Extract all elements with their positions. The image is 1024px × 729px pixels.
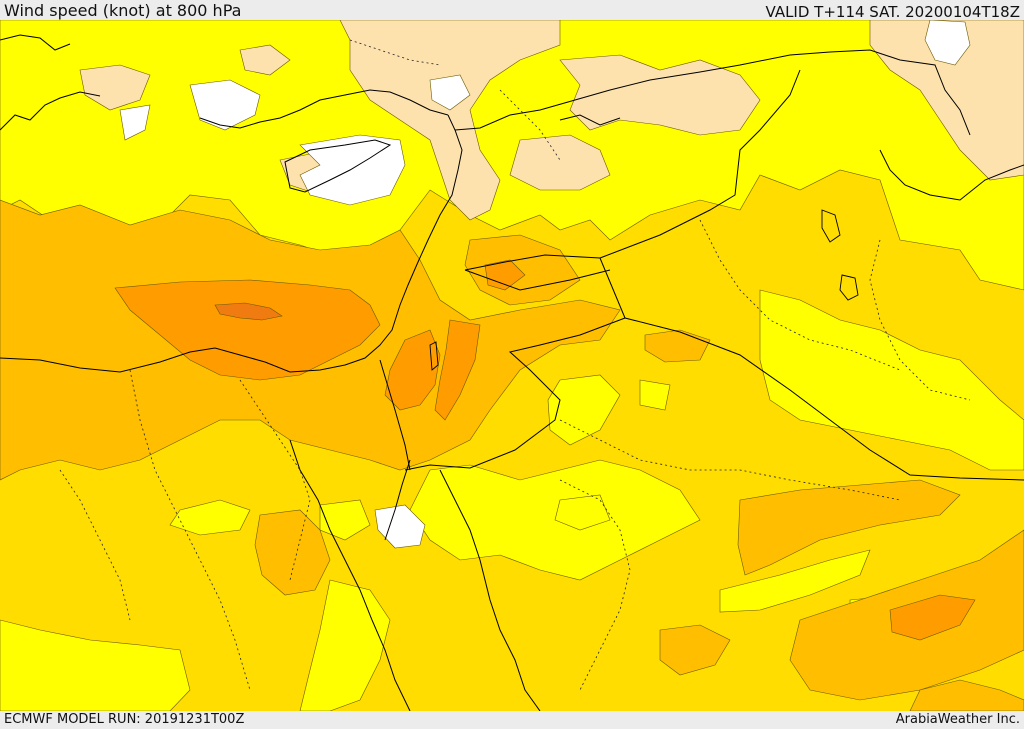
water-bodies: [429, 209, 859, 371]
model-run: ECMWF MODEL RUN: 20191231T00Z: [4, 712, 245, 727]
map-footer: ECMWF MODEL RUN: 20191231T00Z ArabiaWeat…: [0, 711, 1024, 729]
shade-very-strong-regions: [214, 302, 283, 321]
map-header: Wind speed (knot) at 800 hPa VALID T+114…: [0, 0, 1024, 21]
valid-time: VALID T+114 SAT. 20200104T18Z: [765, 3, 1020, 21]
country-boundaries: [379, 49, 1024, 481]
admin-boundaries: [59, 39, 971, 691]
coastlines: [0, 34, 1024, 711]
credit-text: ArabiaWeather Inc.: [895, 712, 1020, 727]
shade-strong-regions: [114, 259, 976, 641]
weather-map: [0, 20, 1024, 711]
map-title: Wind speed (knot) at 800 hPa: [4, 1, 242, 20]
